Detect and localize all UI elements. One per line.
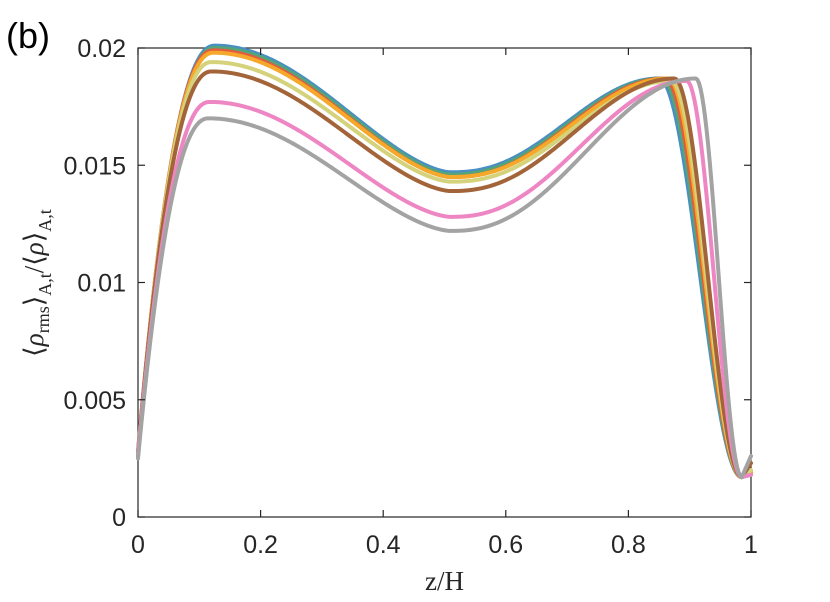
panel-label: (b) [6,15,50,56]
y-tick-label: 0 [112,504,126,532]
series-layer [136,43,753,480]
x-tick-label: 0.2 [243,531,278,559]
series-line-4 [136,50,753,480]
y-tick-label: 0.005 [63,387,126,415]
series-line-8 [136,76,753,480]
series-line-3 [136,48,753,480]
y-label-sub-at: A,t [35,273,55,296]
y-label-bracket-left: ⟨ [19,346,49,357]
series-line-1 [136,43,753,480]
series-line-5 [136,60,753,480]
y-label-bracket-right-2: ⟩ [19,232,49,243]
x-tick-label: 0.6 [488,531,523,559]
y-axis-label: ⟨ρrms⟩A,t/⟨ρ⟩A,t [19,209,55,357]
x-axis-label: z/H [425,566,464,596]
series-line-6 [136,69,753,480]
y-tick-label: 0.01 [77,270,126,298]
y-label-bracket-right: ⟩ [19,296,49,307]
y-label-sub-at-2: A,t [35,209,55,232]
y-tick-label: 0.015 [63,152,126,180]
y-label-rho-2: ρ [19,242,49,256]
series-line-7 [136,78,753,480]
y-ticks: 0 0.005 0.01 0.015 0.02 [63,35,751,532]
series-line-2 [136,46,753,480]
y-label-slash: /⟨ [19,255,49,273]
y-label-sub-rms: rms [33,306,53,333]
x-tick-label: 0.8 [611,531,646,559]
y-tick-label: 0.02 [77,35,126,63]
x-tick-label: 0 [131,531,145,559]
y-label-rho: ρ [19,333,49,347]
plot-area: 0 0.2 0.4 0.6 0.8 1 0 0.005 0.01 0.015 0.02 [63,35,758,559]
x-tick-label: 1 [744,531,758,559]
x-ticks: 0 0.2 0.4 0.6 0.8 1 [131,48,758,559]
x-tick-label: 0.4 [366,531,401,559]
